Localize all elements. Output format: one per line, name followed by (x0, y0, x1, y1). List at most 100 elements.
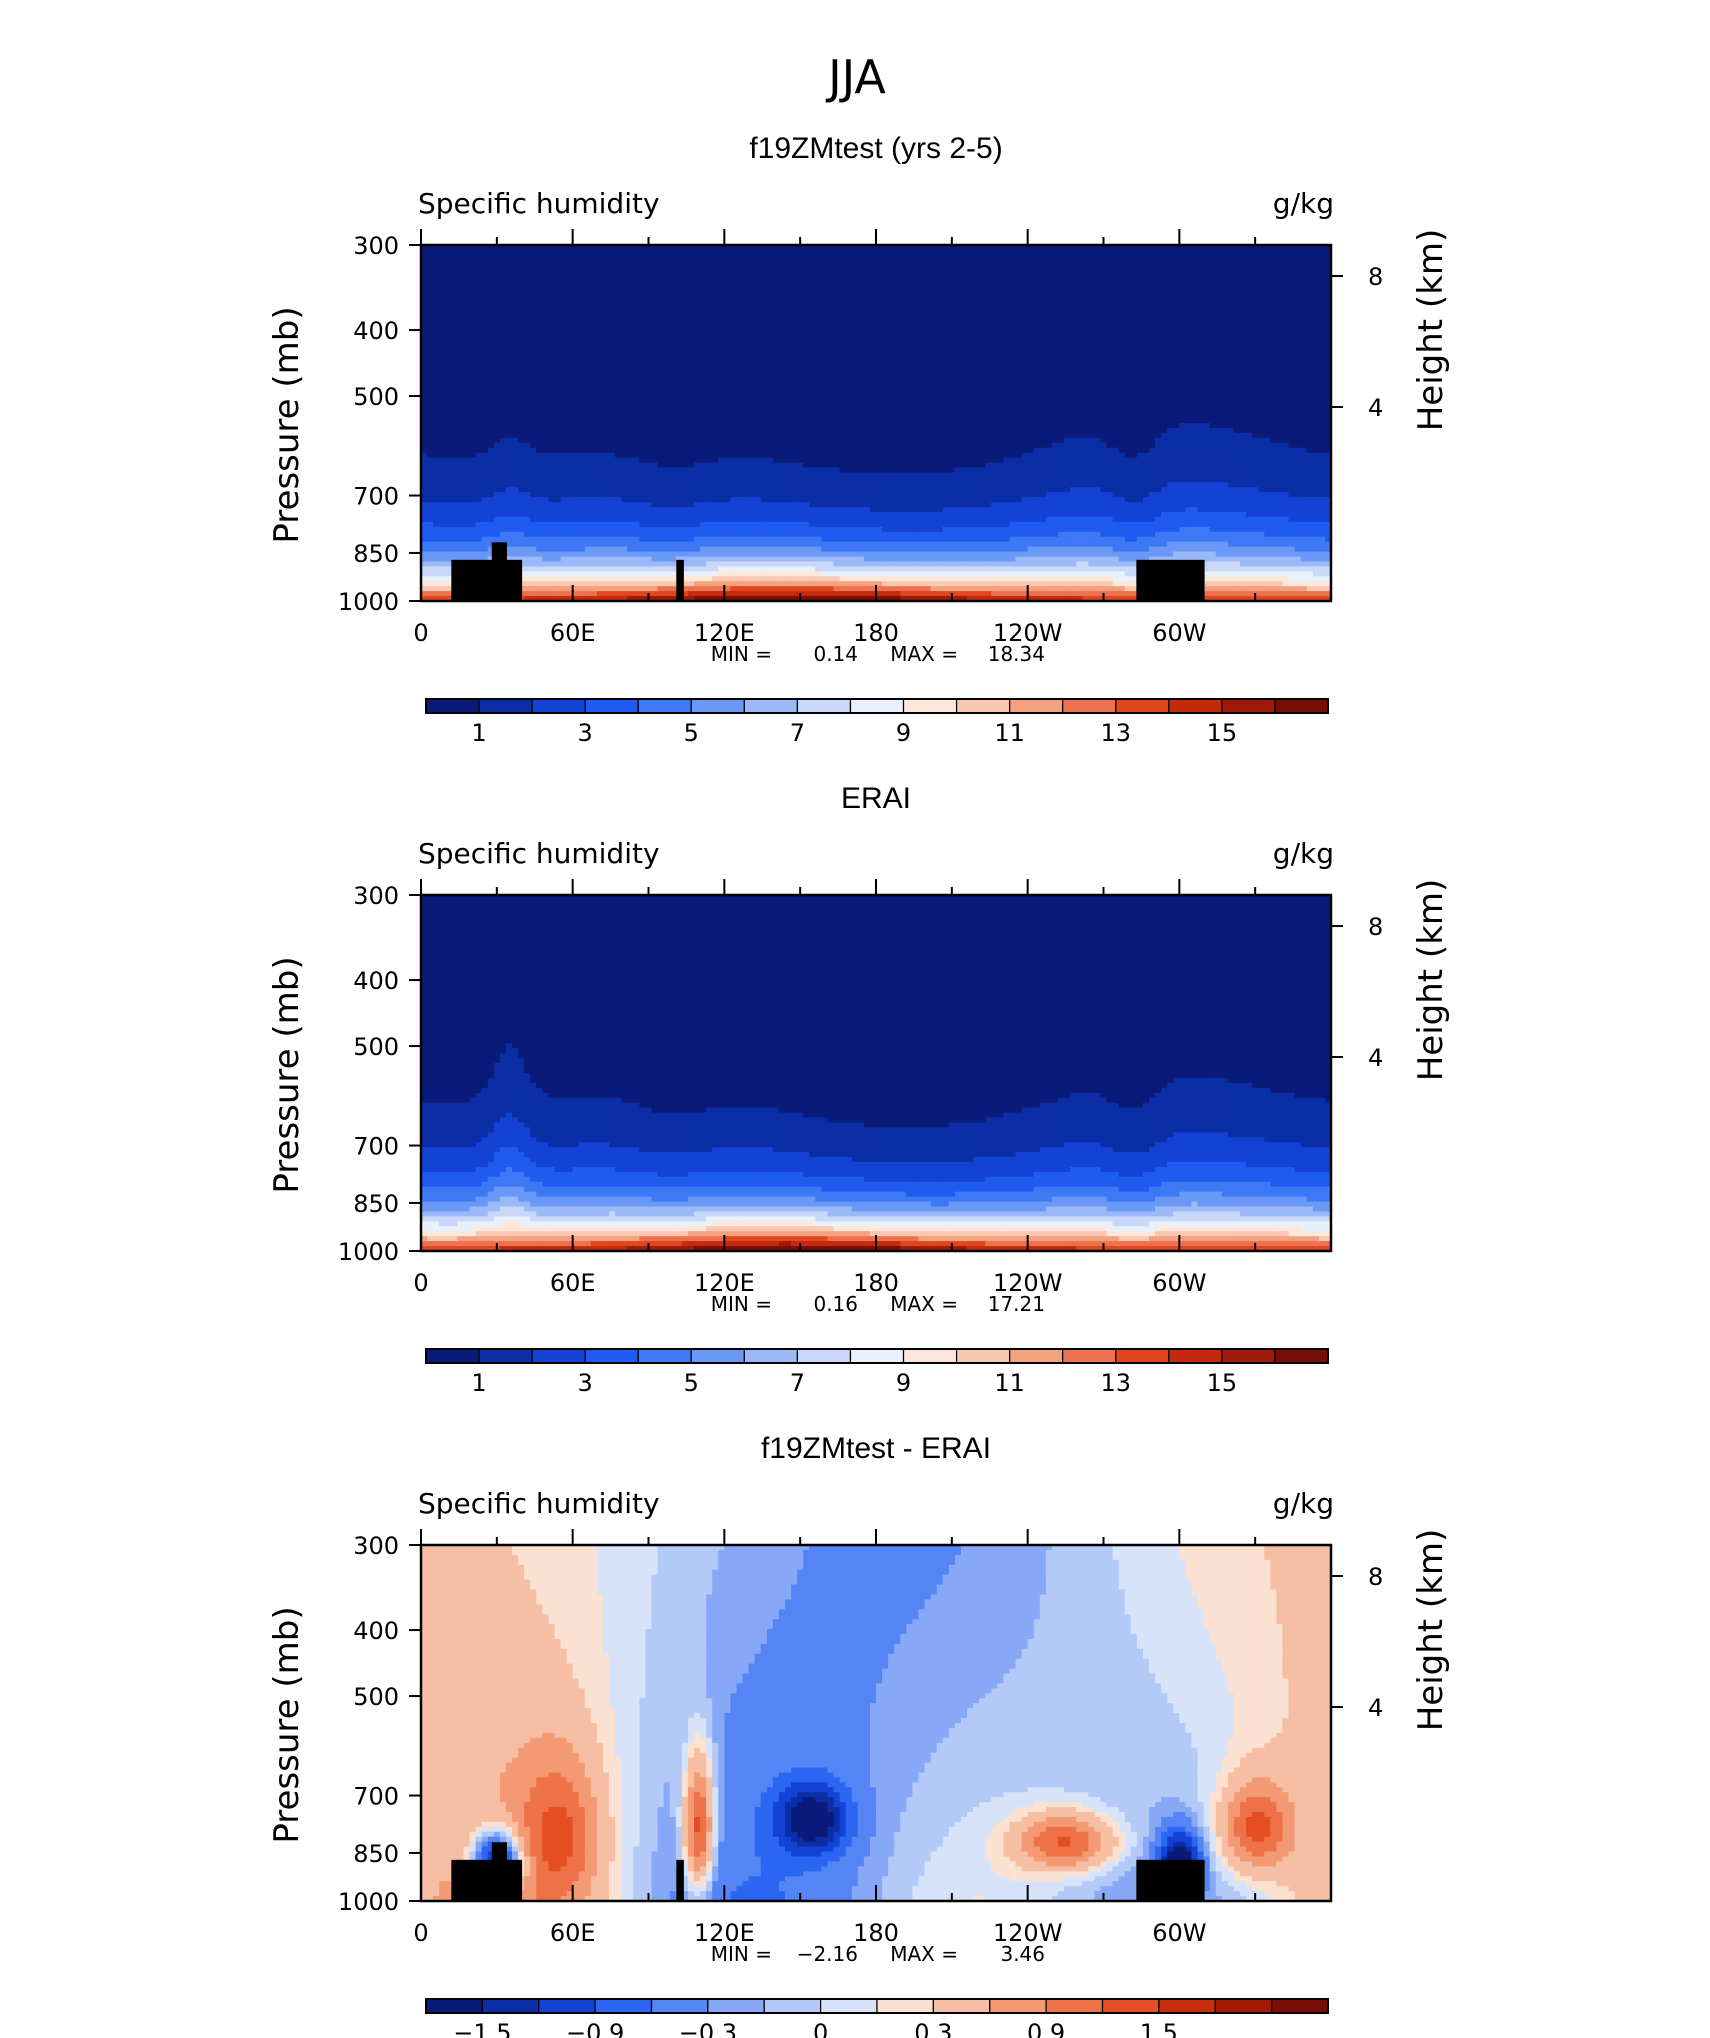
y-axis-label-right: Height (km) (1411, 879, 1451, 1082)
topography-mask (491, 1842, 507, 1901)
y-tick-label: 400 (353, 317, 399, 345)
x-tick-label: 60E (550, 619, 596, 647)
colorbar-label: 9 (896, 1369, 911, 1397)
y-right-tick-label: 8 (1368, 1563, 1383, 1591)
colorbar-swatch (989, 1998, 1047, 2014)
colorbar-swatch (1115, 698, 1170, 714)
colorbar-swatch (1045, 1998, 1104, 2014)
field-label: Specific humidity (418, 187, 660, 220)
x-tick-label: 120E (694, 1919, 755, 1947)
units-label: g/kg (1273, 837, 1334, 870)
x-tick-label: 60E (550, 1919, 596, 1947)
max-label: MAX = (890, 1292, 958, 1316)
colorbar: 1 3 5 7 9 11 13 15 (425, 1348, 1329, 1397)
topography-mask (676, 559, 684, 601)
y-tick-label: 1000 (338, 588, 399, 616)
colorbar-label: 1 (471, 1369, 486, 1397)
panel-title: f19ZMtest - ERAI (761, 1432, 991, 1465)
colorbar-swatch (849, 698, 905, 714)
colorbar-label: 1 (471, 719, 486, 747)
colorbar-swatch (902, 1348, 958, 1364)
colorbar-label: 7 (790, 1369, 805, 1397)
units-label: g/kg (1273, 187, 1334, 220)
topography-mask (1136, 1859, 1205, 1901)
x-tick-label: 0 (413, 1269, 428, 1297)
y-tick-label: 300 (353, 232, 399, 260)
min-value: 0.16 (813, 1292, 858, 1316)
colorbar-swatch (1274, 1348, 1329, 1364)
colorbar-label: −0.3 (679, 2019, 737, 2038)
colorbar-swatch (650, 1998, 709, 2014)
x-tick-label: 180 (853, 1269, 899, 1297)
colorbar-swatch (425, 1998, 483, 2014)
max-value: 3.46 (1000, 1942, 1045, 1966)
colorbar-frame (425, 1998, 1329, 2014)
colorbar-swatch (594, 1998, 653, 2014)
y-tick-label: 500 (353, 1683, 399, 1711)
max-value: 17.21 (988, 1292, 1045, 1316)
min-label: MIN = (711, 1942, 772, 1966)
colorbar-swatch (932, 1998, 991, 2014)
colorbar-swatch (707, 1998, 765, 2014)
colorbar-swatch (1168, 1348, 1223, 1364)
colorbar-swatch (1009, 698, 1064, 714)
x-tick-label: 60W (1152, 619, 1206, 647)
x-tick-label: 120E (694, 619, 755, 647)
y-right-tick-label: 8 (1368, 913, 1383, 941)
y-axis-label-right: Height (km) (1411, 229, 1451, 432)
y-axis-label: Pressure (mb) (267, 1606, 307, 1843)
colorbar-frame (425, 1348, 1329, 1364)
colorbar-swatch (743, 1348, 799, 1364)
topography-mask (451, 559, 523, 601)
field-label: Specific humidity (418, 837, 660, 870)
topography-mask (1136, 559, 1205, 601)
colorbar-swatch (425, 1348, 480, 1364)
colorbar-swatch (820, 1998, 878, 2014)
y-tick-label: 850 (353, 540, 399, 568)
x-tick-label: 180 (853, 619, 899, 647)
colorbar-swatch (955, 698, 1011, 714)
colorbar-label: 9 (896, 719, 911, 747)
topography-mask (491, 542, 507, 601)
colorbar-swatch (1274, 698, 1329, 714)
panel-3: f19ZMtest - ERAI Specific humidity g/kg 300… (267, 1432, 1451, 2038)
y-tick-label: 500 (353, 1033, 399, 1061)
colorbar-label: 0.9 (1027, 2019, 1065, 2038)
colorbar-label: 15 (1207, 1369, 1238, 1397)
colorbar-swatch (478, 1348, 533, 1364)
colorbar-swatch (1221, 1348, 1276, 1364)
colorbar-swatch (481, 1998, 540, 2014)
y-tick-label: 1000 (338, 1888, 399, 1916)
y-axis-label: Pressure (mb) (267, 956, 307, 1193)
panel-1: f19ZMtest (yrs 2-5) Specific humidity g/kg… (267, 132, 1451, 747)
colorbar-label: 5 (684, 1369, 699, 1397)
x-tick-label: 60E (550, 1269, 596, 1297)
x-tick-label: 0 (413, 1919, 428, 1947)
colorbar-swatch (690, 698, 745, 714)
colorbar-swatch (538, 1998, 596, 2014)
colorbar-swatch (1158, 1998, 1216, 2014)
y-tick-label: 700 (353, 1133, 399, 1161)
colorbar-label: 15 (1207, 719, 1238, 747)
min-value: −2.16 (797, 1942, 858, 1966)
y-tick-label: 300 (353, 1532, 399, 1560)
colorbar-swatch (763, 1998, 822, 2014)
max-label: MAX = (890, 1942, 958, 1966)
y-tick-label: 1000 (338, 1238, 399, 1266)
colorbar-label: 3 (578, 1369, 593, 1397)
colorbar-frame (425, 698, 1329, 714)
colorbar-swatch (637, 698, 692, 714)
colorbar-swatch (1009, 1348, 1064, 1364)
colorbar-label: −1.5 (453, 2019, 511, 2038)
y-right-tick-label: 8 (1368, 263, 1383, 291)
colorbar-label: 13 (1100, 1369, 1131, 1397)
x-tick-label: 0 (413, 619, 428, 647)
x-tick-label: 60W (1152, 1269, 1206, 1297)
colorbar-swatch (637, 1348, 692, 1364)
x-tick-label: 180 (853, 1919, 899, 1947)
y-axis-label-right: Height (km) (1411, 1529, 1451, 1732)
colorbar-swatch (955, 1348, 1011, 1364)
y-tick-label: 700 (353, 483, 399, 511)
y-right-tick-label: 4 (1368, 1694, 1383, 1722)
